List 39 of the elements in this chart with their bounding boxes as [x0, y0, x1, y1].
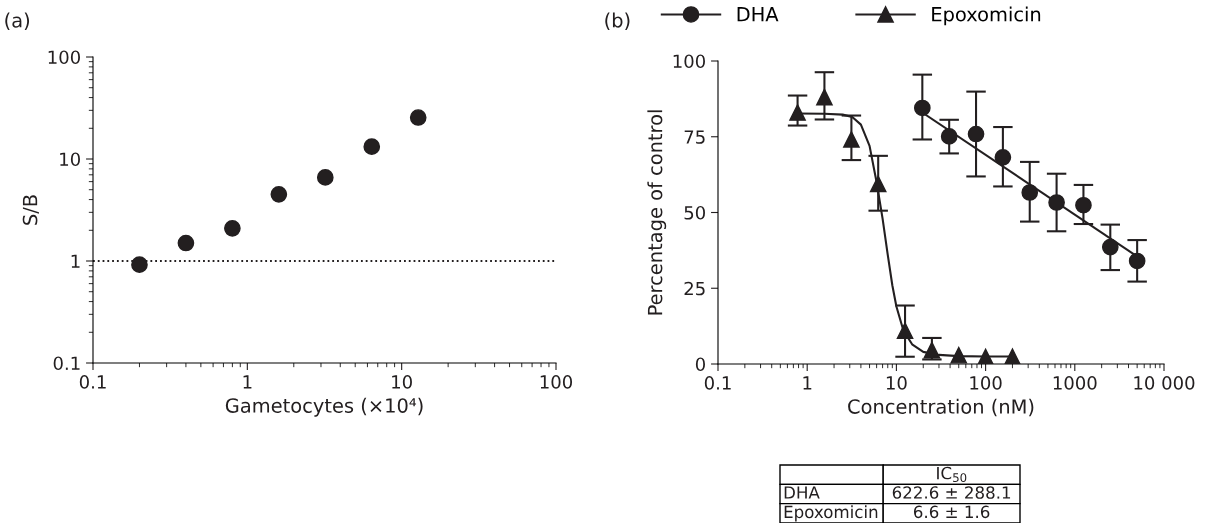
legend-label: Epoxomicin [932, 6, 1041, 26]
y-tick-label: 50 [684, 205, 705, 220]
x-tick-label: 1 [803, 376, 812, 390]
text: 622.6 ± 288.1 [892, 486, 1011, 499]
y-tick-label: 25 [684, 281, 705, 296]
y-axis-title: Percentage of control [647, 110, 667, 315]
x-tick-label: 1000 [1053, 376, 1097, 390]
x-tick-label: 10 000 [1134, 376, 1195, 390]
x-tick-label: 100 [970, 376, 1002, 390]
point [363, 138, 381, 156]
y-tick-label: 100 [673, 54, 705, 69]
y-axis-title: S/B [22, 195, 39, 225]
text: IC$_{50}$ [937, 466, 967, 483]
chart-title: (b) [605, 12, 630, 30]
x-tick-label: 10 [392, 375, 412, 389]
y-tick-label: 100 [48, 50, 80, 65]
y-tick-label: 0 [695, 357, 705, 372]
legend-label: DHA [737, 7, 779, 22]
chart-title: (a) [5, 12, 30, 30]
text: DHA [784, 486, 820, 499]
point [131, 256, 148, 274]
x-tick-label: 100 [540, 375, 573, 389]
y-tick-label: 0.1 [53, 356, 80, 371]
y-tick-label: 1 [71, 254, 80, 268]
x-tick-label: 0.1 [704, 376, 731, 390]
x-tick-label: 0.1 [79, 375, 106, 389]
x-axis-title: Concentration (nM) [848, 398, 1034, 417]
point [224, 220, 241, 237]
point [270, 186, 288, 203]
text: Epoxomicin [784, 505, 878, 522]
x-axis-title: Gametocytes (×10⁴) [225, 397, 423, 417]
x-tick-label: 10 [886, 376, 907, 390]
x-tick-label: 1 [243, 375, 252, 389]
point [316, 169, 334, 186]
y-tick-label: 75 [684, 130, 705, 144]
point [177, 234, 195, 252]
y-tick-label: 10 [60, 152, 80, 167]
text: 6.6 ± 1.6 [913, 505, 990, 519]
point [409, 109, 427, 126]
